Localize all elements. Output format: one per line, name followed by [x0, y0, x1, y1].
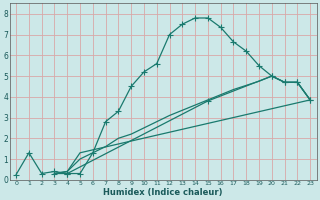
X-axis label: Humidex (Indice chaleur): Humidex (Indice chaleur) — [103, 188, 223, 197]
